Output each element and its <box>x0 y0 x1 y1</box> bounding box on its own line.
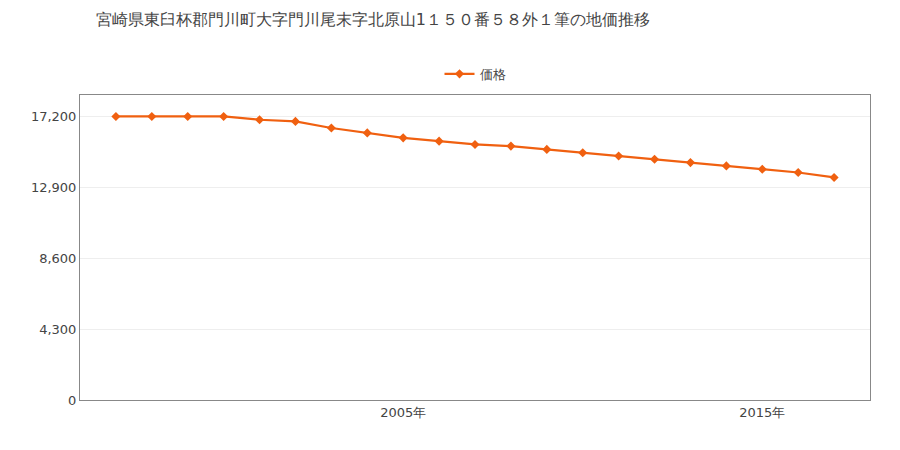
svg-text:宮崎県東臼杯郡門川町大字門川尾末字北原山1１５０番５８外１筆: 宮崎県東臼杯郡門川町大字門川尾末字北原山1１５０番５８外１筆の地価推移 <box>96 10 650 29</box>
svg-text:2005年: 2005年 <box>380 405 426 420</box>
svg-text:17,200: 17,200 <box>31 109 77 124</box>
svg-text:2015年: 2015年 <box>739 405 785 420</box>
svg-text:価格: 価格 <box>480 67 506 82</box>
svg-text:4,300: 4,300 <box>39 322 76 337</box>
svg-text:0: 0 <box>68 393 76 408</box>
svg-text:8,600: 8,600 <box>39 251 76 266</box>
svg-text:12,900: 12,900 <box>31 180 77 195</box>
